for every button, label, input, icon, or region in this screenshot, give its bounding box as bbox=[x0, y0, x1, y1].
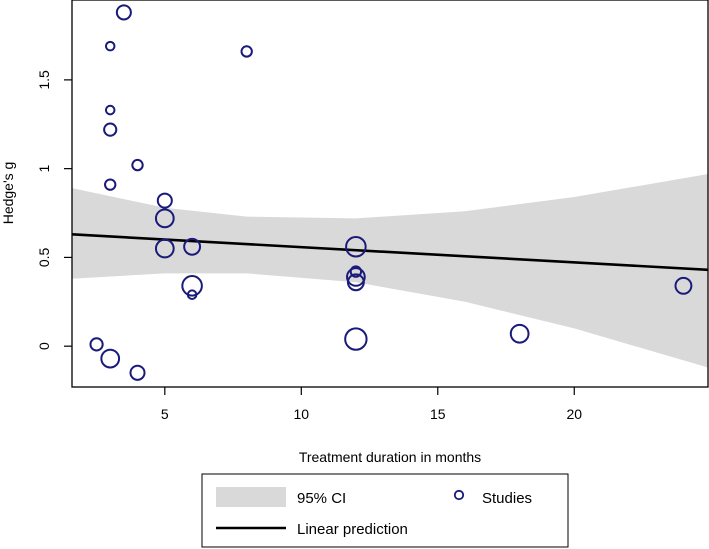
study-point bbox=[156, 192, 173, 209]
study-point bbox=[129, 364, 146, 381]
legend-box bbox=[201, 473, 569, 548]
study-point bbox=[104, 178, 117, 191]
study-point bbox=[104, 104, 116, 116]
study-point bbox=[346, 267, 366, 287]
study-point bbox=[89, 337, 104, 352]
study-point bbox=[100, 348, 121, 369]
linear-prediction-line bbox=[72, 233, 708, 272]
legend-line-label: Linear prediction bbox=[297, 521, 408, 538]
plot-frame bbox=[71, 0, 709, 388]
study-point bbox=[346, 273, 365, 292]
y-tick-label: 0 bbox=[36, 342, 52, 350]
study-point bbox=[104, 40, 116, 52]
study-point bbox=[115, 4, 132, 21]
study-point bbox=[509, 323, 530, 344]
legend-studies-marker bbox=[453, 489, 465, 501]
study-point bbox=[345, 235, 367, 258]
ci-band bbox=[72, 173, 708, 368]
legend-ci-label: 95% CI bbox=[297, 490, 346, 507]
x-tick-label: 20 bbox=[566, 406, 582, 422]
study-point bbox=[183, 237, 202, 256]
legend-studies-label: Studies bbox=[482, 490, 532, 507]
legend-ci-swatch bbox=[216, 487, 286, 507]
y-tick-label: 1.5 bbox=[36, 70, 52, 90]
study-point bbox=[349, 265, 363, 278]
study-point bbox=[240, 45, 253, 58]
study-point bbox=[181, 275, 203, 297]
x-tick-label: 15 bbox=[430, 406, 446, 422]
study-point bbox=[103, 122, 118, 137]
y-axis-title: Hedge's g bbox=[0, 162, 16, 225]
study-point bbox=[674, 276, 693, 295]
x-tick-label: 10 bbox=[293, 406, 309, 422]
study-point bbox=[186, 289, 198, 300]
legend: 95% CI Studies Linear prediction bbox=[201, 473, 569, 548]
x-tick-label: 5 bbox=[161, 406, 169, 422]
y-tick-label: 1 bbox=[36, 165, 52, 173]
study-point bbox=[154, 208, 175, 229]
study-point bbox=[131, 158, 144, 172]
study-point bbox=[154, 238, 175, 259]
study-point bbox=[344, 327, 368, 351]
x-axis-title: Treatment duration in months bbox=[299, 449, 481, 465]
y-tick-label: 0.5 bbox=[36, 247, 52, 267]
